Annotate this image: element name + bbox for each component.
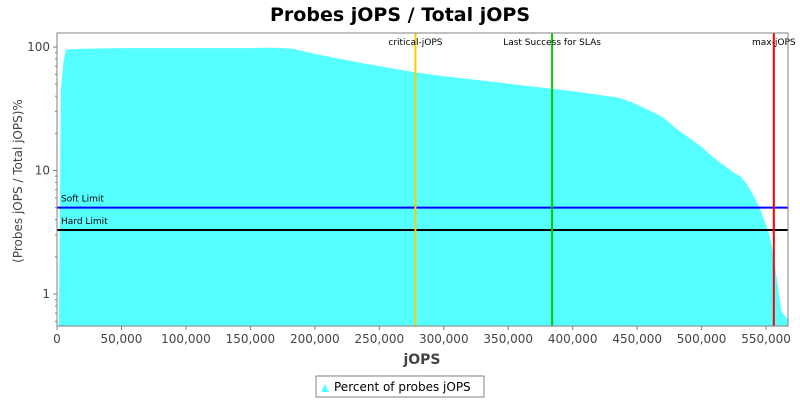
y-tick-label: 1 xyxy=(42,287,50,301)
vertical-markers: critical-jOPS Last Success for SLAs max-jO… xyxy=(388,33,796,326)
vline-label: critical-jOPS xyxy=(388,38,442,48)
x-axis-label: jOPS xyxy=(402,352,440,368)
vline-label: max-jOPS xyxy=(752,38,796,48)
legend-label: Percent of probes jOPS xyxy=(334,380,471,394)
plot-border xyxy=(56,32,789,327)
vline-label: Last Success for SLAs xyxy=(503,38,601,48)
legend: Percent of probes jOPS xyxy=(315,375,485,398)
x-tick-label: 200,000 xyxy=(290,332,340,346)
horizontal-markers: Soft Limit Hard Limit xyxy=(57,195,788,231)
hline-label: Hard Limit xyxy=(61,217,108,227)
legend-swatch xyxy=(321,384,329,392)
x-tick-label: 400,000 xyxy=(548,332,598,346)
legend-box xyxy=(315,375,485,398)
hline-label: Soft Limit xyxy=(61,195,104,205)
x-tick-label: 550,000 xyxy=(741,332,791,346)
plot-area: Soft Limit Hard Limit critical-jOPS Last S… xyxy=(56,32,796,327)
x-tick-label: 50,000 xyxy=(100,332,142,346)
x-tick-label: 300,000 xyxy=(419,332,469,346)
y-tick-label: 100 xyxy=(27,40,50,54)
chart-title: Probes jOPS / Total jOPS xyxy=(270,4,530,26)
y-axis: 1 10 100 xyxy=(27,40,57,322)
series-area xyxy=(58,47,788,326)
x-tick-label: 100,000 xyxy=(161,332,211,346)
y-tick-label: 10 xyxy=(35,164,50,178)
x-tick-label: 150,000 xyxy=(226,332,276,346)
x-tick-label: 350,000 xyxy=(483,332,533,346)
x-tick-label: 250,000 xyxy=(354,332,404,346)
x-tick-label: 500,000 xyxy=(677,332,727,346)
x-tick-label: 0 xyxy=(53,332,61,346)
x-axis: 0 50,000 100,000 150,000 200,000 250,000 300,0… xyxy=(53,326,791,346)
x-tick-label: 450,000 xyxy=(612,332,662,346)
y-axis-label: (Probes jOPS / Total jOPS)% xyxy=(11,99,25,263)
